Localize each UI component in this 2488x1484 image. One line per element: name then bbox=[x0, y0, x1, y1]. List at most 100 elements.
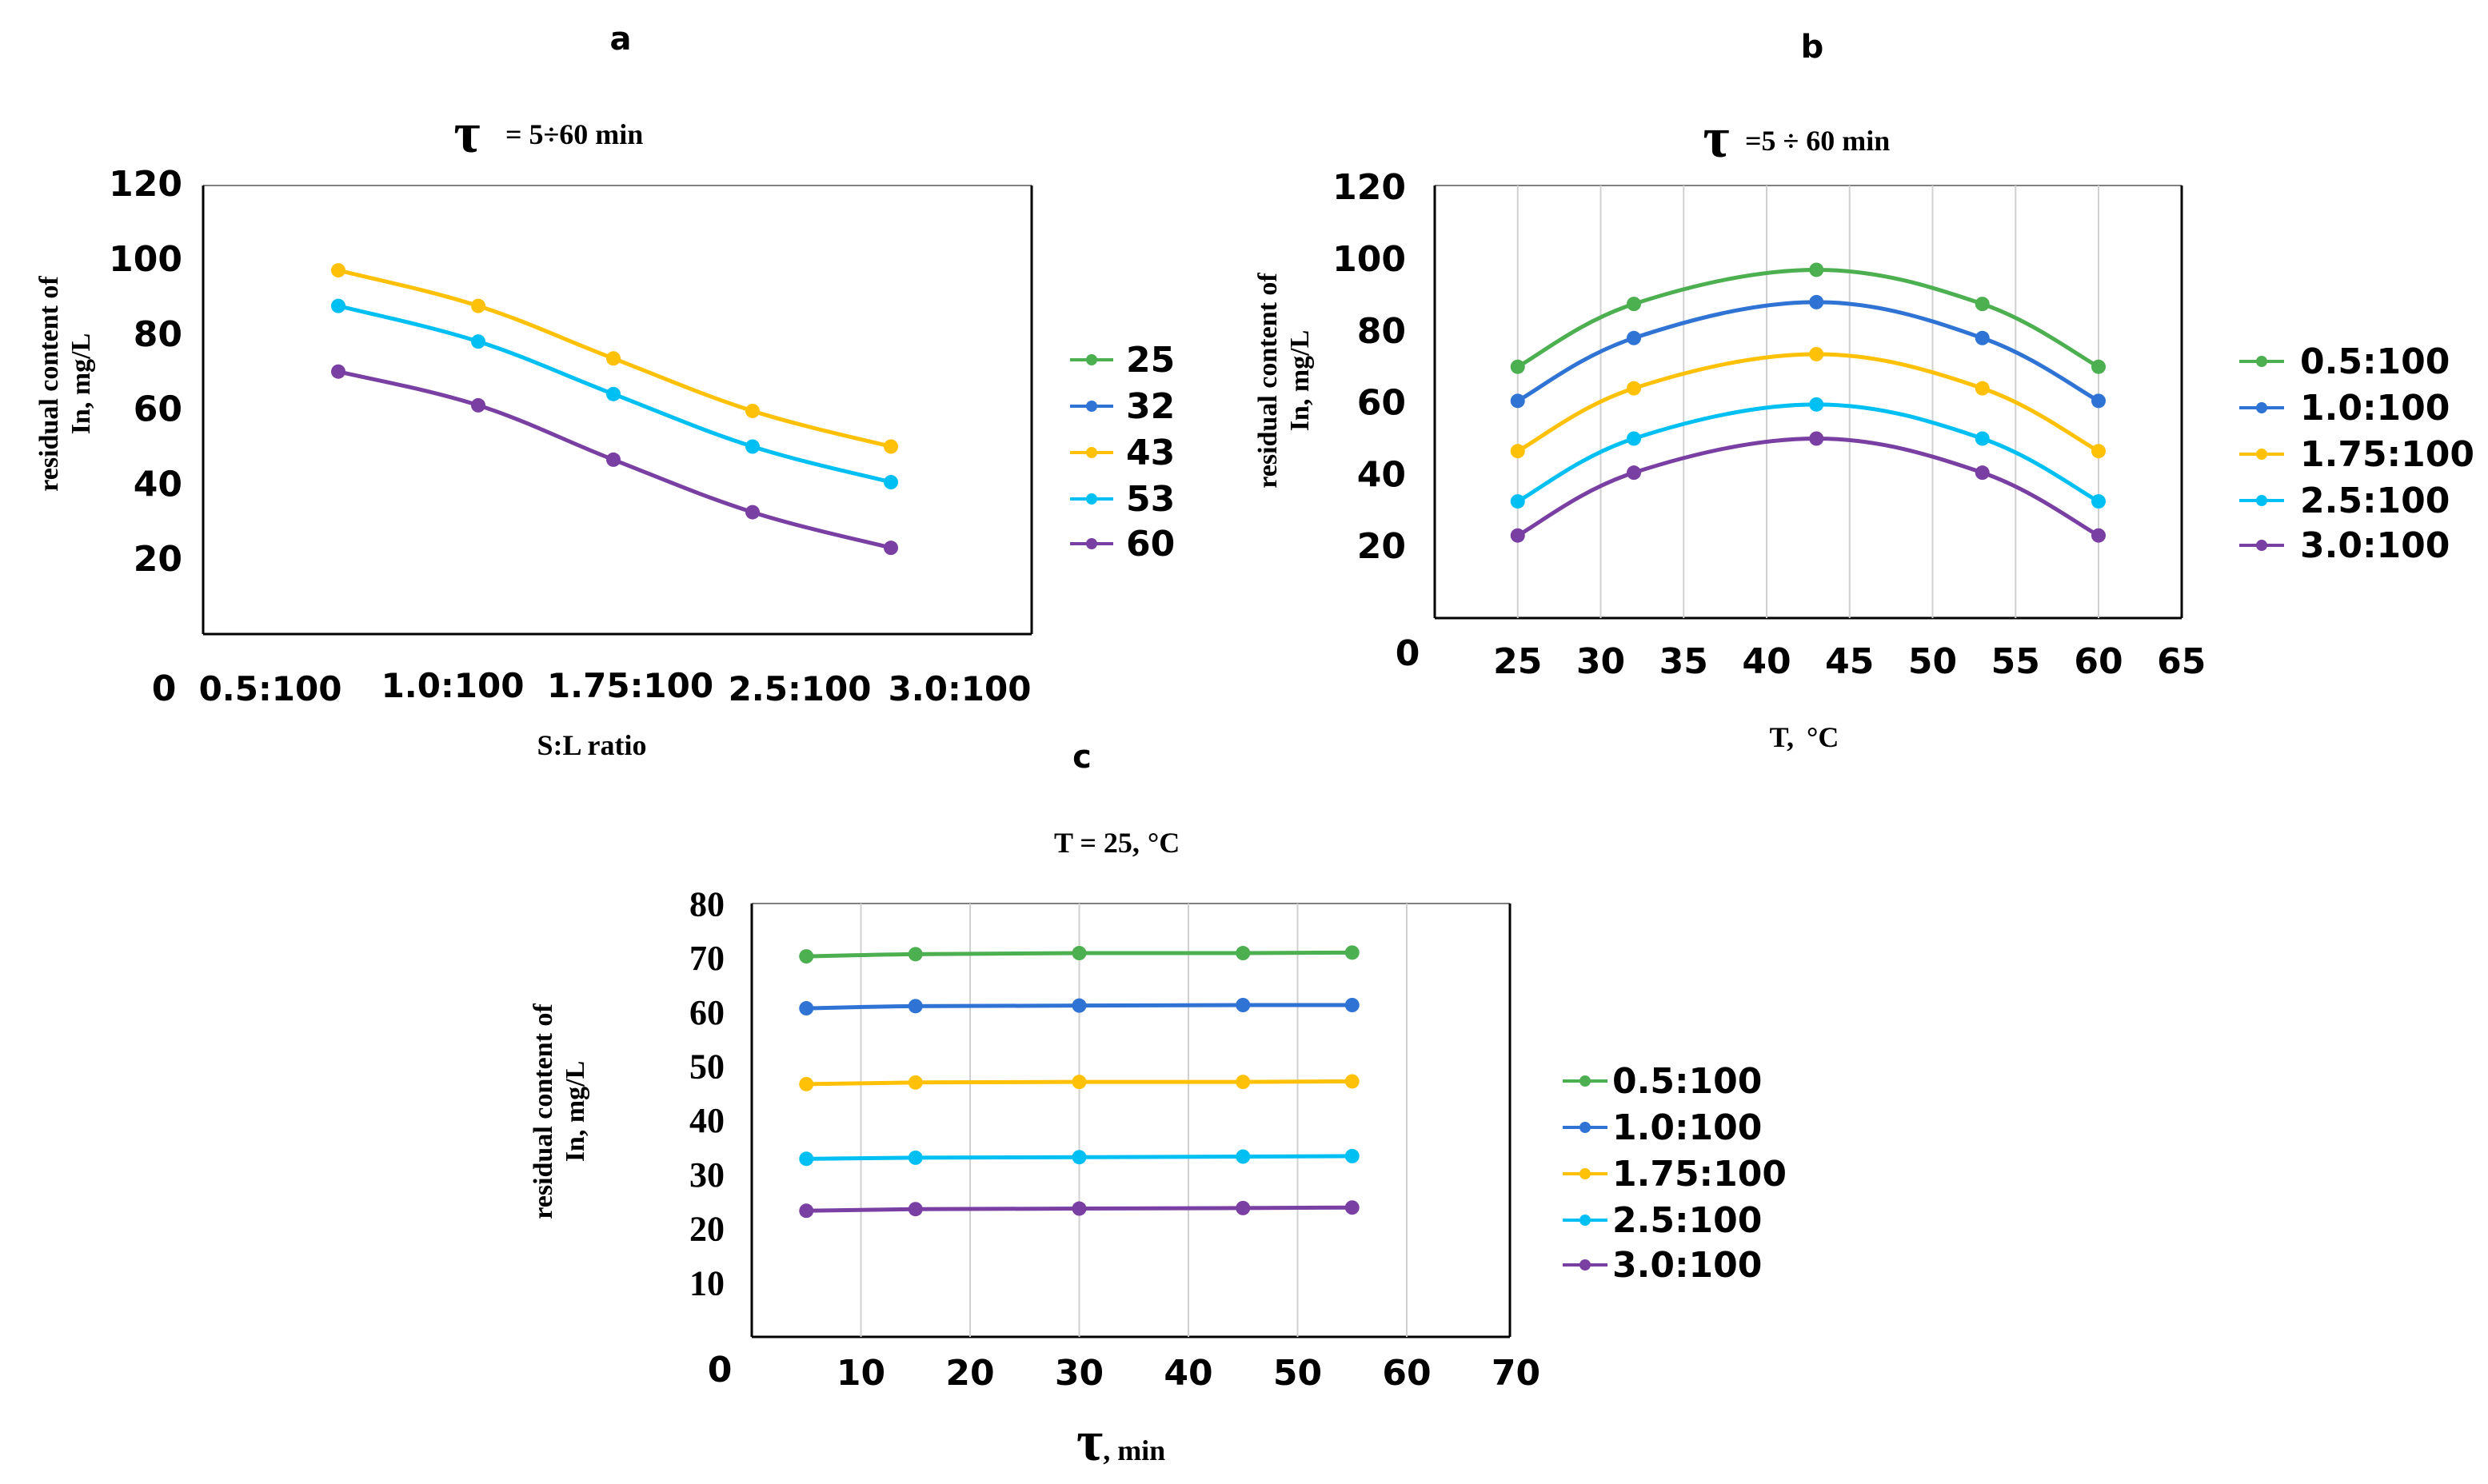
legend-marker-swatch bbox=[1579, 1259, 1591, 1271]
data-point bbox=[471, 397, 485, 413]
data-point bbox=[331, 298, 345, 313]
data-point bbox=[471, 334, 485, 349]
panel-b-subtitle: =5 ÷ 60 min bbox=[1745, 125, 1890, 157]
panel-a-xtick: 3.0:100 bbox=[889, 669, 1032, 708]
panel-a-ylabel-line2: In, mg/L bbox=[66, 333, 96, 435]
panel-c-plot-frame bbox=[750, 903, 1512, 1338]
panel-c-origin-label: 0 bbox=[708, 1350, 733, 1390]
data-point bbox=[1627, 465, 1641, 481]
panel-c-ytick: 60 bbox=[689, 993, 725, 1032]
series-1-0-100 bbox=[1510, 294, 2106, 409]
data-point bbox=[606, 386, 621, 401]
panel-a-legend-label: 60 bbox=[1126, 524, 1175, 564]
panel-c-xtick: 10 bbox=[837, 1353, 885, 1394]
data-point bbox=[745, 505, 760, 520]
panel-c-legend-item: 0.5:100 bbox=[1563, 1061, 1762, 1102]
data-point bbox=[908, 1075, 923, 1090]
legend-marker-swatch bbox=[1086, 401, 1097, 412]
panel-a-tau-symbol: τ bbox=[453, 101, 480, 165]
panel-b-legend-item: 1.0:100 bbox=[2239, 388, 2450, 429]
data-point bbox=[1627, 381, 1641, 396]
panel-b-ytick: 40 bbox=[1357, 454, 1406, 495]
panel-b-legend-item: 1.75:100 bbox=[2239, 434, 2474, 475]
data-point bbox=[606, 351, 621, 366]
panel-c-legend-label: 1.0:100 bbox=[1612, 1107, 1762, 1148]
panel-a-origin-label: 0 bbox=[152, 668, 177, 709]
panel-b-legend-item: 2.5:100 bbox=[2239, 481, 2450, 521]
panel-b-ytick: 120 bbox=[1332, 167, 1406, 208]
legend-marker-swatch bbox=[2256, 540, 2267, 551]
data-point bbox=[1627, 330, 1641, 345]
panel-c-letter: c bbox=[1072, 739, 1092, 776]
panel-b-legend-item: 0.5:100 bbox=[2239, 341, 2450, 382]
data-point bbox=[884, 475, 898, 490]
legend-marker-swatch bbox=[1579, 1075, 1591, 1087]
panel-c-ylabel-line2: In, mg/L bbox=[561, 1061, 590, 1163]
panel-c-y-tick-labels: 10 20 30 40 50 60 70 80 bbox=[689, 884, 725, 1302]
panel-b-legend-label: 1.75:100 bbox=[2300, 434, 2474, 475]
legend-marker-swatch bbox=[1086, 493, 1097, 505]
panel-b-ytick: 20 bbox=[1357, 526, 1406, 567]
panel-a-xtick: 0.5:100 bbox=[199, 669, 342, 708]
panel-c-ytick: 10 bbox=[689, 1263, 725, 1302]
data-point bbox=[1072, 1150, 1087, 1165]
legend-marker-swatch bbox=[1579, 1122, 1591, 1133]
data-point bbox=[1510, 359, 1525, 374]
data-point bbox=[331, 263, 345, 278]
data-point bbox=[2091, 359, 2106, 374]
data-point bbox=[1975, 297, 1990, 312]
data-point bbox=[908, 1202, 923, 1217]
data-point bbox=[1809, 397, 1824, 412]
panel-a-legend-item: 53 bbox=[1070, 479, 1175, 520]
data-point bbox=[745, 439, 760, 454]
panel-c-xtick: 70 bbox=[1492, 1353, 1540, 1394]
panel-b-plot-frame bbox=[1433, 185, 2183, 620]
panel-c-xtick: 60 bbox=[1382, 1353, 1431, 1394]
panel-c-ytick: 20 bbox=[689, 1210, 725, 1249]
panel-c-x-tick-labels: 10 20 30 40 50 60 70 bbox=[837, 1353, 1540, 1394]
legend-marker-swatch bbox=[1086, 354, 1097, 365]
panel-c-legend-item: 1.0:100 bbox=[1563, 1107, 1762, 1148]
data-point bbox=[1072, 1201, 1087, 1216]
series-2-5-100 bbox=[799, 1148, 1360, 1167]
panel-a-y-tick-labels: 20 40 60 80 100 120 bbox=[109, 164, 182, 580]
panel-b-ylabel-line2: In, mg/L bbox=[1285, 330, 1315, 432]
panel-c-ylabel-line1: residual content of bbox=[529, 1003, 558, 1219]
panel-a-y-axis-title: residual content of In, mg/L bbox=[34, 276, 96, 492]
panel-b-xtick: 60 bbox=[2074, 641, 2123, 682]
panel-a-ytick: 80 bbox=[134, 314, 182, 355]
data-point bbox=[2091, 494, 2106, 509]
panel-c-legend: 0.5:100 1.0:100 1.75:100 2.5:100 3.0:100 bbox=[1563, 1061, 1787, 1286]
panel-c-xtick: 50 bbox=[1273, 1353, 1322, 1394]
panel-b-tau-symbol: τ bbox=[1703, 106, 1729, 170]
data-point bbox=[1510, 494, 1525, 509]
panel-a: a τ = 5÷60 min 20 40 60 80 100 120 0 0.5… bbox=[34, 21, 1175, 761]
panel-c-y-axis-title: residual content of In, mg/L bbox=[529, 1003, 590, 1219]
panel-a-legend-label: 43 bbox=[1126, 433, 1175, 473]
panel-b-legend-label: 1.0:100 bbox=[2300, 388, 2450, 429]
data-point bbox=[1627, 431, 1641, 446]
panel-c-legend-item: 2.5:100 bbox=[1563, 1200, 1762, 1241]
panel-b-xtick: 40 bbox=[1742, 641, 1791, 682]
panel-c-ytick: 40 bbox=[689, 1101, 725, 1140]
data-point bbox=[471, 298, 485, 313]
data-point bbox=[1510, 528, 1525, 543]
panel-c-ytick: 50 bbox=[689, 1047, 725, 1087]
panel-a-legend: 25 32 43 53 60 bbox=[1070, 340, 1175, 564]
data-point bbox=[2091, 528, 2106, 543]
data-point bbox=[908, 947, 923, 962]
data-point bbox=[799, 1001, 814, 1016]
panel-b-x-axis-title: T, °C bbox=[1770, 721, 1839, 753]
data-point bbox=[1344, 1200, 1360, 1215]
series-53 bbox=[331, 298, 898, 490]
data-point bbox=[1072, 998, 1087, 1013]
panel-a-legend-item: 60 bbox=[1070, 524, 1175, 564]
data-point bbox=[331, 364, 345, 379]
panel-b-legend: 0.5:100 1.0:100 1.75:100 2.5:100 3.0:100 bbox=[2239, 341, 2474, 566]
panel-b-series-group bbox=[1510, 262, 2106, 543]
panel-a-subtitle: = 5÷60 min bbox=[505, 118, 643, 150]
panel-a-x-axis-title: S:L ratio bbox=[537, 729, 646, 761]
panel-b-xtick: 50 bbox=[1908, 641, 1957, 682]
data-point bbox=[1344, 997, 1360, 1012]
